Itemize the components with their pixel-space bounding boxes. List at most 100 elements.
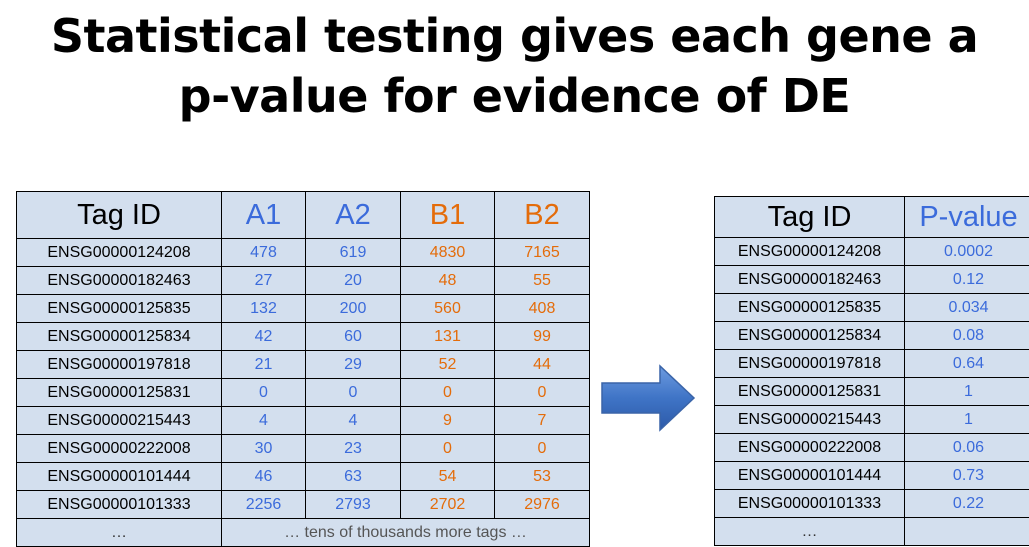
tag-id-cell: ENSG00000124208 (715, 238, 905, 266)
tag-id-cell: ENSG00000101333 (715, 490, 905, 518)
tag-id-cell: ENSG00000101333 (17, 491, 222, 519)
p-value-cell: 1 (905, 406, 1029, 434)
a1-cell: 27 (222, 267, 306, 295)
b2-cell: 55 (495, 267, 590, 295)
b2-cell: 2976 (495, 491, 590, 519)
count-table-footer-row: … … tens of thousands more tags … (17, 519, 590, 547)
p-value-cell: 0.22 (905, 490, 1029, 518)
tag-id-cell: ENSG00000197818 (17, 351, 222, 379)
p-value-cell: 0.08 (905, 322, 1029, 350)
header-a1: A1 (222, 192, 306, 239)
a1-cell: 42 (222, 323, 306, 351)
a2-cell: 63 (306, 463, 401, 491)
a1-cell: 478 (222, 239, 306, 267)
count-table-header-row: Tag ID A1 A2 B1 B2 (17, 192, 590, 239)
tag-id-cell: ENSG00000124208 (17, 239, 222, 267)
tag-id-cell: ENSG00000215443 (715, 406, 905, 434)
tag-id-cell: ENSG00000197818 (715, 350, 905, 378)
header-a2: A2 (306, 192, 401, 239)
pvalue-table-footer-row: … (715, 518, 1029, 546)
a2-cell: 619 (306, 239, 401, 267)
b2-cell: 0 (495, 379, 590, 407)
tag-id-cell: ENSG00000101444 (17, 463, 222, 491)
a2-cell: 20 (306, 267, 401, 295)
tag-id-cell: ENSG00000125831 (715, 378, 905, 406)
b2-cell: 7165 (495, 239, 590, 267)
p-value-cell: 0.034 (905, 294, 1029, 322)
tag-id-cell: ENSG00000101444 (715, 462, 905, 490)
a1-cell: 132 (222, 295, 306, 323)
p-value-cell: 0.64 (905, 350, 1029, 378)
footer-ellipsis: … (715, 518, 905, 546)
a2-cell: 4 (306, 407, 401, 435)
a1-cell: 30 (222, 435, 306, 463)
tag-id-cell: ENSG00000125835 (17, 295, 222, 323)
b2-cell: 7 (495, 407, 590, 435)
b1-cell: 0 (401, 379, 495, 407)
a2-cell: 60 (306, 323, 401, 351)
tag-id-cell: ENSG00000222008 (17, 435, 222, 463)
b2-cell: 44 (495, 351, 590, 379)
b2-cell: 408 (495, 295, 590, 323)
a1-cell: 4 (222, 407, 306, 435)
b1-cell: 52 (401, 351, 495, 379)
header-tag-id: Tag ID (17, 192, 222, 239)
tag-id-cell: ENSG00000182463 (715, 266, 905, 294)
tag-id-cell: ENSG00000125831 (17, 379, 222, 407)
p-value-cell: 1 (905, 378, 1029, 406)
a1-cell: 21 (222, 351, 306, 379)
a2-cell: 200 (306, 295, 401, 323)
right-arrow-icon (600, 364, 696, 432)
b1-cell: 560 (401, 295, 495, 323)
a2-cell: 23 (306, 435, 401, 463)
tag-id-cell: ENSG00000125834 (17, 323, 222, 351)
tag-id-cell: ENSG00000215443 (17, 407, 222, 435)
b1-cell: 9 (401, 407, 495, 435)
b1-cell: 2702 (401, 491, 495, 519)
p-value-cell: 0.06 (905, 434, 1029, 462)
a1-cell: 46 (222, 463, 306, 491)
pvalue-table-header-row: Tag ID P-value (715, 197, 1029, 238)
footer-ellipsis: … (17, 519, 222, 547)
header-b1: B1 (401, 192, 495, 239)
title-line-1: Statistical testing gives each gene a (0, 6, 1029, 66)
title-line-2: p-value for evidence of DE (0, 66, 1029, 126)
b1-cell: 48 (401, 267, 495, 295)
b2-cell: 53 (495, 463, 590, 491)
a1-cell: 2256 (222, 491, 306, 519)
b1-cell: 131 (401, 323, 495, 351)
header-tag-id: Tag ID (715, 197, 905, 238)
p-value-cell: 0.12 (905, 266, 1029, 294)
header-b2: B2 (495, 192, 590, 239)
header-p-value: P-value (905, 197, 1029, 238)
tag-id-cell: ENSG00000182463 (17, 267, 222, 295)
tag-id-cell: ENSG00000125835 (715, 294, 905, 322)
more-tags-note: … tens of thousands more tags … (222, 519, 590, 547)
a2-cell: 0 (306, 379, 401, 407)
a2-cell: 2793 (306, 491, 401, 519)
b2-cell: 0 (495, 435, 590, 463)
tag-id-cell: ENSG00000125834 (715, 322, 905, 350)
b1-cell: 54 (401, 463, 495, 491)
p-value-cell: 0.73 (905, 462, 1029, 490)
footer-empty (905, 518, 1029, 546)
